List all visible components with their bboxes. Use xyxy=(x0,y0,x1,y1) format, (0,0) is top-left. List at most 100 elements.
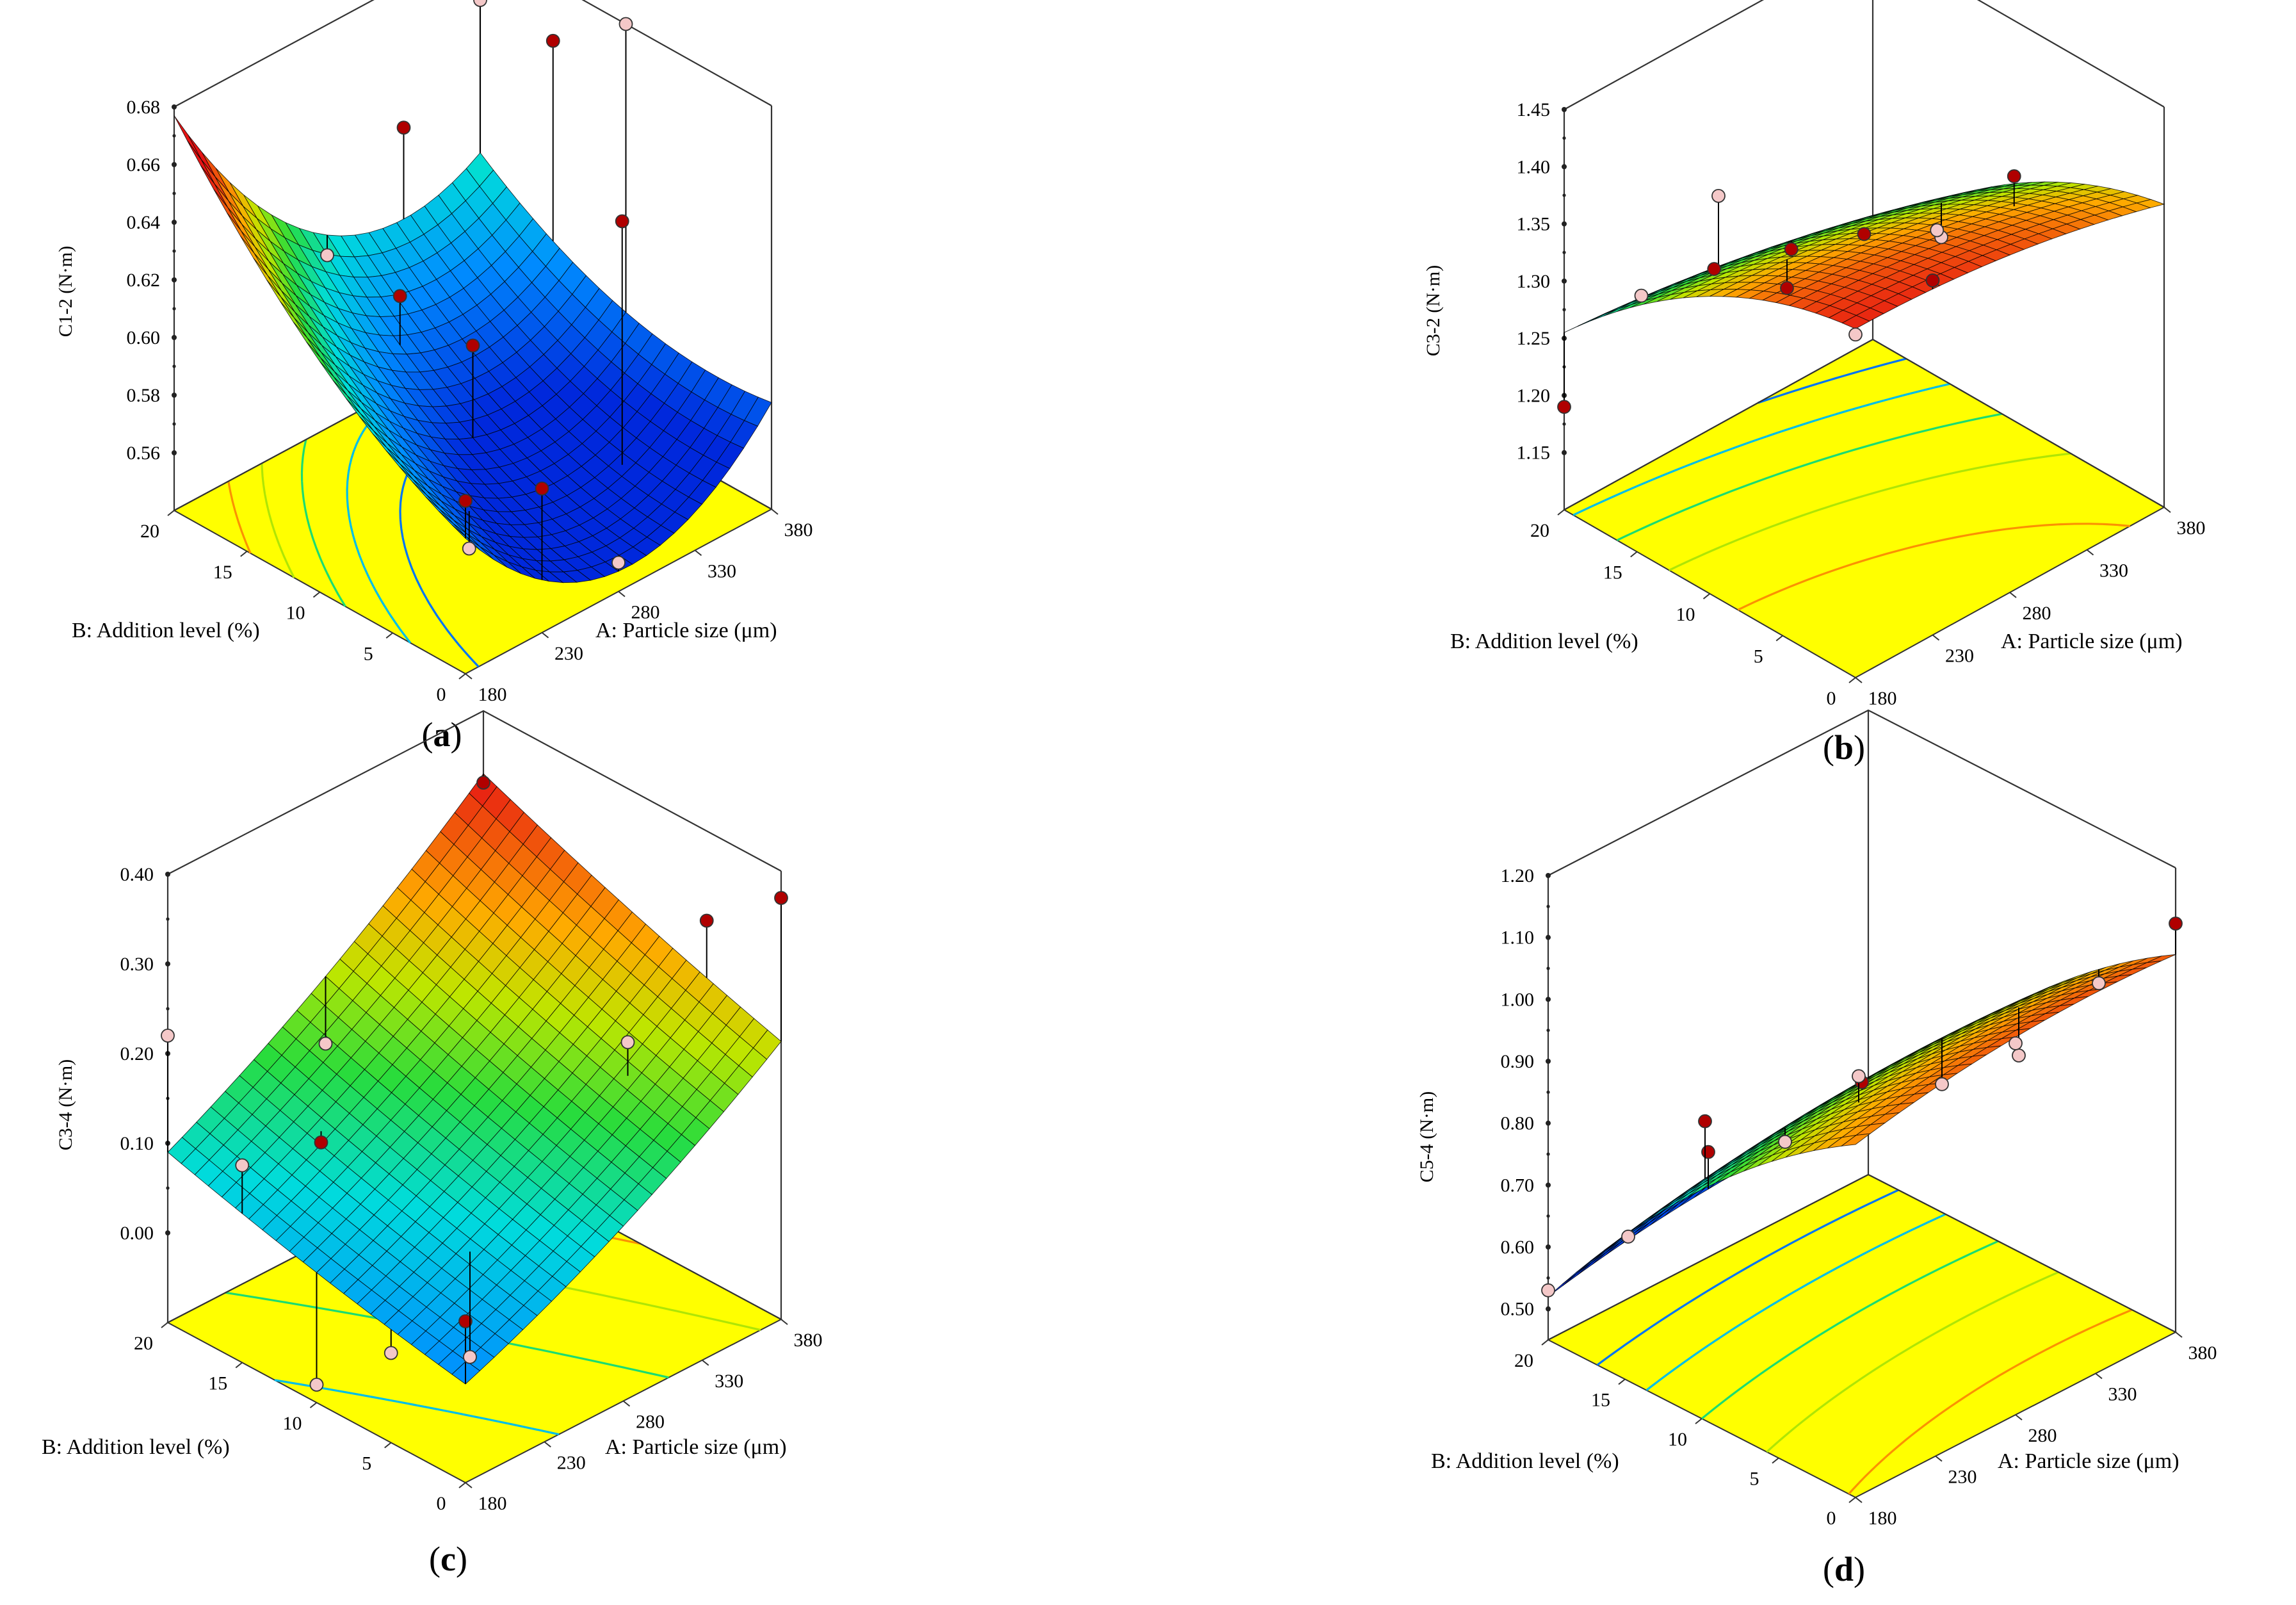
y-tick-label: 0 xyxy=(437,1493,446,1514)
z-minor-tick xyxy=(1546,936,1550,940)
z-tick-label: 0.68 xyxy=(127,97,161,118)
y-tick-label: 15 xyxy=(1603,562,1622,583)
z-minor-tick xyxy=(172,163,176,167)
z-minor-tick xyxy=(172,422,176,426)
y-tick-label: 20 xyxy=(1514,1350,1533,1371)
z-tick-label: 0.58 xyxy=(127,385,161,406)
z-tick-label: 0.50 xyxy=(1501,1299,1535,1320)
design-point xyxy=(615,214,629,229)
y-tick-mark xyxy=(1541,1339,1549,1346)
z-minor-tick xyxy=(1546,1152,1550,1156)
panel-label: (b) xyxy=(1823,728,1865,767)
x-tick-mark xyxy=(2009,592,2017,598)
z-minor-tick xyxy=(1562,307,1566,312)
z-axis-label: C1-2 (N·m) xyxy=(55,246,76,337)
z-tick-label: 0.30 xyxy=(120,954,154,975)
design-point xyxy=(384,1346,398,1360)
surface-cell xyxy=(1840,1133,1872,1147)
x-tick-label: 280 xyxy=(2028,1425,2057,1446)
box-top-edge xyxy=(1564,0,2165,110)
z-minor-tick xyxy=(172,191,176,195)
surface-cell xyxy=(1591,1242,1621,1266)
z-minor-tick xyxy=(172,307,176,311)
y-tick-mark xyxy=(1618,1378,1626,1385)
z-minor-tick xyxy=(172,451,176,455)
y-tick-mark xyxy=(1775,635,1783,642)
surface-cell xyxy=(174,115,202,160)
panel-label: (a) xyxy=(422,715,462,754)
x-tick-label: 380 xyxy=(2177,517,2206,539)
design-point xyxy=(2092,976,2106,991)
x-tick-mark xyxy=(2175,1332,2183,1338)
y-tick-label: 15 xyxy=(1591,1390,1610,1411)
z-minor-tick xyxy=(1546,1307,1550,1311)
x-tick-mark xyxy=(2015,1414,2023,1421)
contour-line xyxy=(300,439,346,607)
z-minor-tick xyxy=(1562,279,1566,283)
axis-box: 0.56 0.58 0.60 0.62 0.64 0.66 0.68 180 230 280 330… xyxy=(127,0,813,705)
contour-line xyxy=(1848,1308,2133,1495)
y-tick-label: 5 xyxy=(364,643,373,664)
response-surface xyxy=(167,773,782,1385)
x-tick-label: 230 xyxy=(1948,1467,1977,1488)
y-tick-mark xyxy=(1557,509,1565,516)
design-point xyxy=(473,0,487,7)
z-axis-label: C3-2 (N·m) xyxy=(1423,265,1444,356)
x-tick-label: 380 xyxy=(2188,1342,2217,1364)
x-tick-mark xyxy=(1855,677,1863,683)
y-tick-label: 20 xyxy=(140,521,159,542)
x-tick-mark xyxy=(1935,1455,1943,1462)
z-minor-tick xyxy=(172,249,176,253)
z-tick-label: 0.00 xyxy=(120,1223,154,1244)
design-point xyxy=(699,913,714,928)
y-tick-mark xyxy=(458,673,466,680)
y-tick-mark xyxy=(1702,593,1711,599)
z-minor-tick xyxy=(172,220,176,224)
y-tick-label: 0 xyxy=(1827,688,1836,709)
panel-a: C1-2 (N·m) B: Addition level (%) A: Part… xyxy=(55,0,813,754)
z-minor-tick xyxy=(1546,966,1550,970)
y-tick-label: 10 xyxy=(286,603,305,624)
x-tick-mark xyxy=(2086,549,2094,556)
z-minor-tick xyxy=(172,278,176,282)
design-point xyxy=(1557,400,1571,414)
z-tick-label: 0.64 xyxy=(127,212,161,233)
y-tick-mark xyxy=(167,510,175,516)
y-tick-label: 10 xyxy=(1676,604,1695,625)
z-minor-tick xyxy=(1562,193,1566,197)
design-point xyxy=(2007,169,2021,184)
z-tick-label: 0.40 xyxy=(120,864,154,885)
design-point xyxy=(611,555,626,570)
design-point xyxy=(1634,288,1649,303)
z-minor-tick xyxy=(166,1186,170,1190)
x-axis-label: A: Particle size (μm) xyxy=(595,619,777,642)
axis-box: 0.50 0.60 0.70 0.80 0.90 1.00 1.10 1.20 180 230 28… xyxy=(1501,709,2217,1529)
response-surface xyxy=(1564,181,2165,333)
design-point xyxy=(1857,227,1872,241)
design-point xyxy=(465,338,480,353)
z-tick-label: 1.25 xyxy=(1517,328,1551,349)
z-minor-tick xyxy=(166,872,170,876)
x-tick-mark xyxy=(2095,1373,2103,1380)
z-minor-tick xyxy=(1546,1090,1550,1094)
design-points xyxy=(1541,917,2183,1298)
design-point xyxy=(458,1314,473,1328)
x-tick-mark xyxy=(702,1359,709,1366)
z-tick-label: 0.90 xyxy=(1501,1051,1535,1072)
y-tick-mark xyxy=(1848,1497,1856,1503)
x-tick-label: 380 xyxy=(784,519,813,541)
x-tick-mark xyxy=(544,1441,551,1448)
design-point xyxy=(1541,1283,1555,1298)
z-minor-tick xyxy=(1562,165,1566,168)
x-tick-label: 280 xyxy=(636,1412,665,1433)
x-axis-label: A: Particle size (μm) xyxy=(1998,1449,2179,1473)
z-tick-label: 0.56 xyxy=(127,443,161,464)
x-tick-mark xyxy=(780,1319,788,1325)
design-point xyxy=(476,776,490,790)
design-points xyxy=(320,0,633,580)
panel-letter: a xyxy=(433,715,451,754)
x-axis-label: A: Particle size (μm) xyxy=(2001,630,2183,653)
z-axis-label: C5-4 (N·m) xyxy=(1416,1091,1437,1182)
y-tick-mark xyxy=(1772,1457,1779,1464)
